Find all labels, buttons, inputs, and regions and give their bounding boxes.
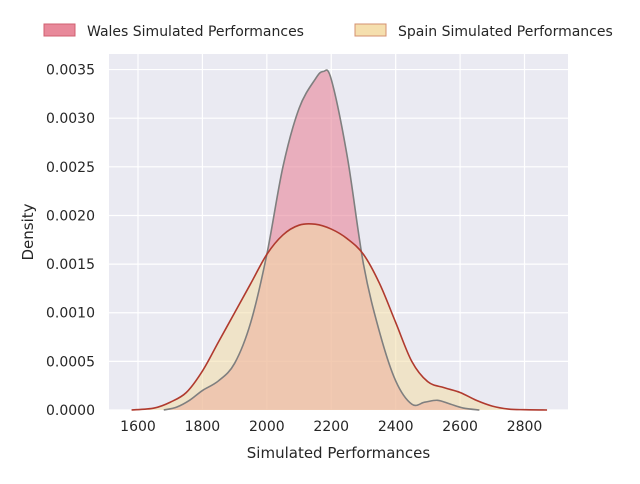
legend-label-wales: Wales Simulated Performances xyxy=(87,24,304,40)
line-spain xyxy=(131,222,548,411)
x-axis: 1600 1800 2000 2200 2400 2600 2800 xyxy=(120,419,542,435)
x-axis-label: Simulated Performances xyxy=(247,444,431,462)
legend-label-spain: Spain Simulated Performances xyxy=(398,24,613,40)
x-tick-label: 2200 xyxy=(313,419,349,435)
y-tick-label: 0.0030 xyxy=(46,111,95,127)
y-tick-label: 0.0015 xyxy=(46,257,95,273)
series-areas xyxy=(131,69,548,411)
x-tick-label: 2400 xyxy=(378,419,414,435)
y-tick-label: 0.0000 xyxy=(46,403,95,419)
x-tick-label: 2000 xyxy=(249,419,285,435)
legend-swatch-spain xyxy=(354,23,387,37)
y-axis: 0.0000 0.0005 0.0010 0.0015 0.0020 0.0025 0.00… xyxy=(46,63,95,419)
x-tick-label: 1600 xyxy=(120,419,156,435)
x-tick-label: 1800 xyxy=(185,419,221,435)
line-wales xyxy=(163,69,480,411)
y-tick-label: 0.0025 xyxy=(46,160,95,176)
y-tick-label: 0.0010 xyxy=(46,306,95,322)
x-tick-label: 2600 xyxy=(442,419,478,435)
y-tick-label: 0.0005 xyxy=(46,354,95,370)
y-axis-label: Density xyxy=(19,203,37,260)
x-tick-label: 2800 xyxy=(507,419,543,435)
y-tick-label: 0.0035 xyxy=(46,63,95,79)
y-tick-label: 0.0020 xyxy=(46,208,95,224)
legend-swatch-wales xyxy=(43,23,76,37)
legend: Wales Simulated Performances Spain Simul… xyxy=(43,23,613,40)
